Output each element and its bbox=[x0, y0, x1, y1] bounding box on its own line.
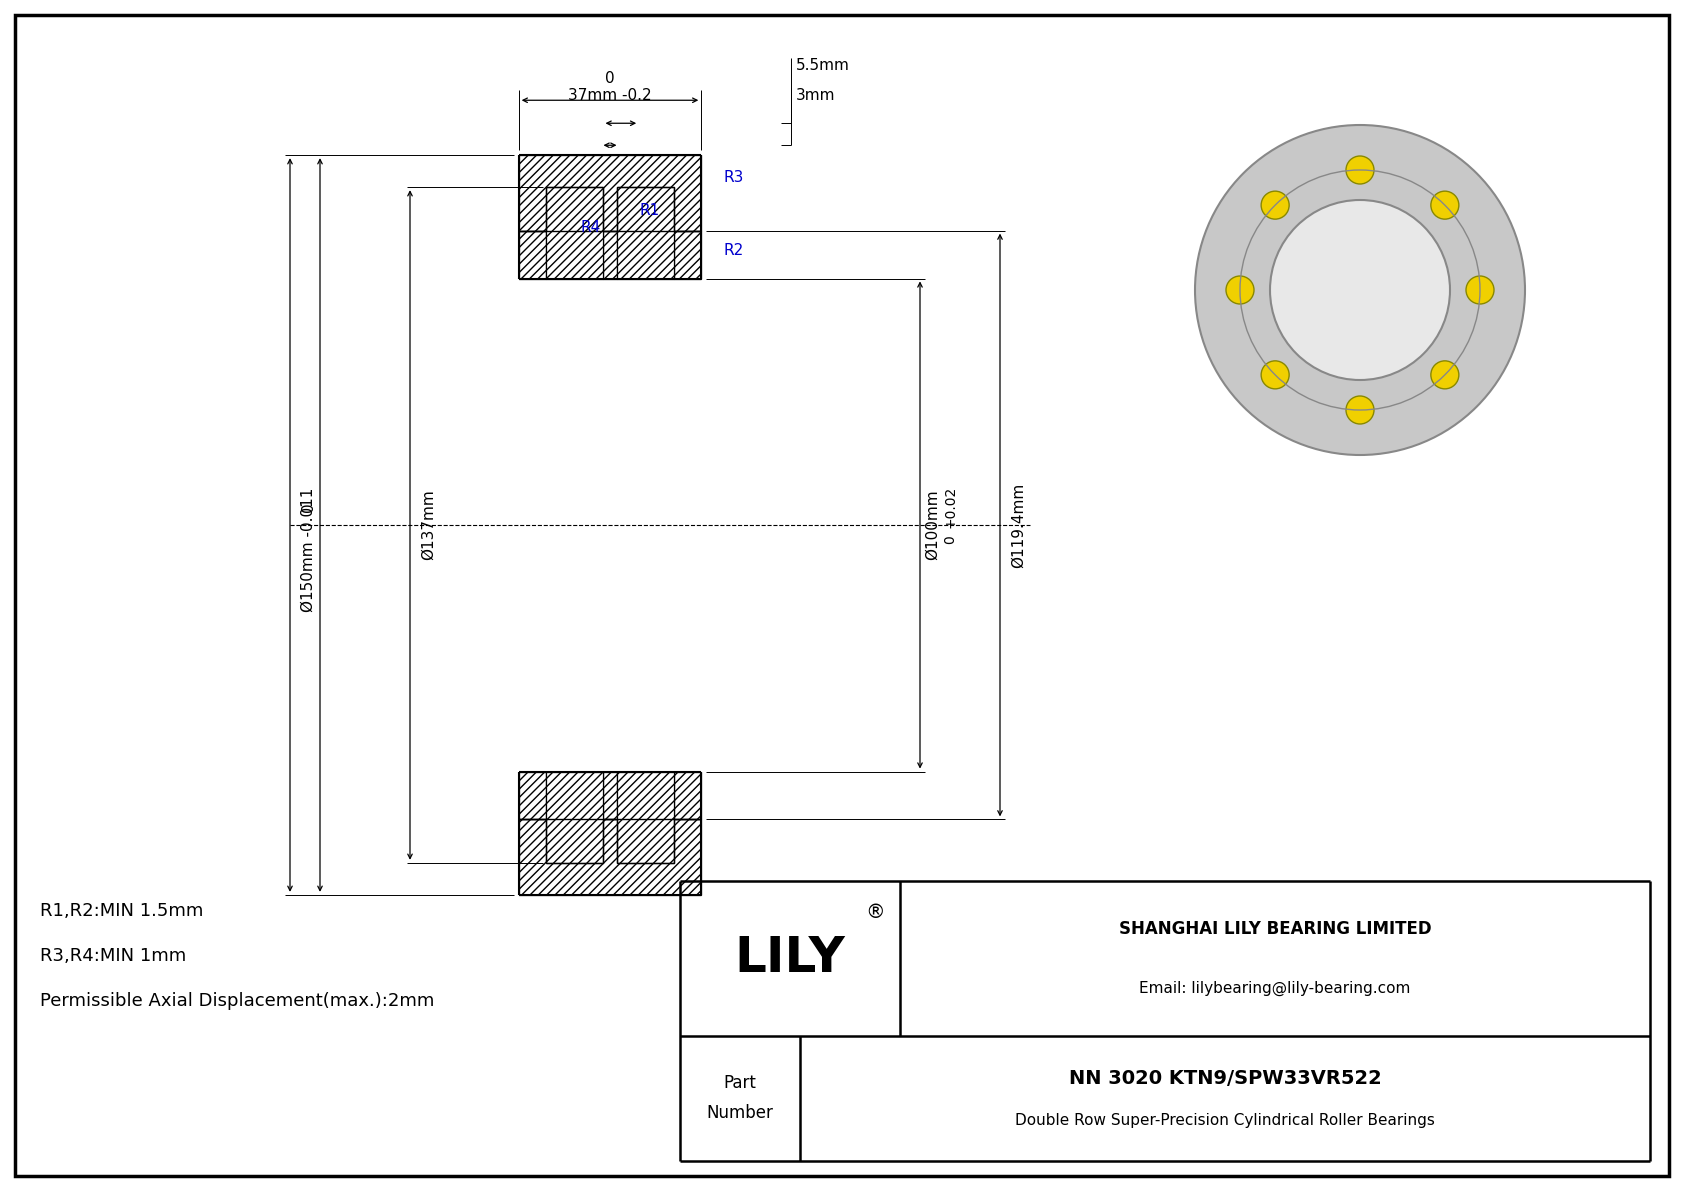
Text: R3,R4:MIN 1mm: R3,R4:MIN 1mm bbox=[40, 947, 187, 965]
Polygon shape bbox=[618, 772, 674, 862]
Text: Double Row Super-Precision Cylindrical Roller Bearings: Double Row Super-Precision Cylindrical R… bbox=[1015, 1114, 1435, 1128]
Polygon shape bbox=[519, 155, 701, 231]
Text: SHANGHAI LILY BEARING LIMITED: SHANGHAI LILY BEARING LIMITED bbox=[1118, 919, 1431, 937]
Text: Email: lilybearing@lily-bearing.com: Email: lilybearing@lily-bearing.com bbox=[1140, 981, 1411, 996]
Text: R2: R2 bbox=[722, 243, 743, 258]
Text: NN 3020 KTN9/SPW33VR522: NN 3020 KTN9/SPW33VR522 bbox=[1069, 1070, 1381, 1089]
Text: Ø150mm -0.011: Ø150mm -0.011 bbox=[300, 488, 315, 612]
Text: 0: 0 bbox=[943, 536, 957, 544]
Text: Part: Part bbox=[724, 1074, 756, 1092]
Ellipse shape bbox=[1196, 125, 1526, 455]
Text: Ø137mm: Ø137mm bbox=[421, 490, 436, 561]
Ellipse shape bbox=[1346, 156, 1374, 183]
Text: Ø100mm: Ø100mm bbox=[925, 490, 940, 560]
Polygon shape bbox=[674, 231, 701, 279]
Ellipse shape bbox=[1261, 361, 1290, 388]
Ellipse shape bbox=[1226, 276, 1255, 304]
Text: R1: R1 bbox=[640, 204, 660, 218]
Polygon shape bbox=[674, 772, 701, 819]
Ellipse shape bbox=[1270, 200, 1450, 380]
Text: Permissible Axial Displacement(max.):2mm: Permissible Axial Displacement(max.):2mm bbox=[40, 992, 434, 1010]
Polygon shape bbox=[546, 772, 603, 862]
Text: LILY: LILY bbox=[734, 935, 845, 983]
Text: R1,R2:MIN 1.5mm: R1,R2:MIN 1.5mm bbox=[40, 902, 204, 919]
Text: 5.5mm: 5.5mm bbox=[797, 57, 850, 73]
Text: R4: R4 bbox=[579, 220, 600, 235]
Polygon shape bbox=[603, 772, 618, 819]
Text: +0.02: +0.02 bbox=[943, 486, 957, 528]
Ellipse shape bbox=[1431, 191, 1458, 219]
Ellipse shape bbox=[1431, 361, 1458, 388]
Text: 0: 0 bbox=[300, 503, 315, 512]
Ellipse shape bbox=[1261, 191, 1290, 219]
Text: Ø119.4mm: Ø119.4mm bbox=[1010, 482, 1026, 568]
Polygon shape bbox=[603, 231, 618, 279]
Text: 3mm: 3mm bbox=[797, 88, 835, 102]
Polygon shape bbox=[546, 187, 603, 279]
Text: ®: ® bbox=[866, 904, 884, 923]
Polygon shape bbox=[618, 187, 674, 279]
Polygon shape bbox=[519, 772, 546, 819]
Polygon shape bbox=[519, 231, 546, 279]
Text: 37mm -0.2: 37mm -0.2 bbox=[568, 88, 652, 102]
Text: 0: 0 bbox=[605, 70, 615, 86]
Ellipse shape bbox=[1467, 276, 1494, 304]
Text: Number: Number bbox=[707, 1104, 773, 1122]
Text: R3: R3 bbox=[722, 170, 744, 185]
Ellipse shape bbox=[1346, 395, 1374, 424]
Polygon shape bbox=[519, 819, 701, 894]
